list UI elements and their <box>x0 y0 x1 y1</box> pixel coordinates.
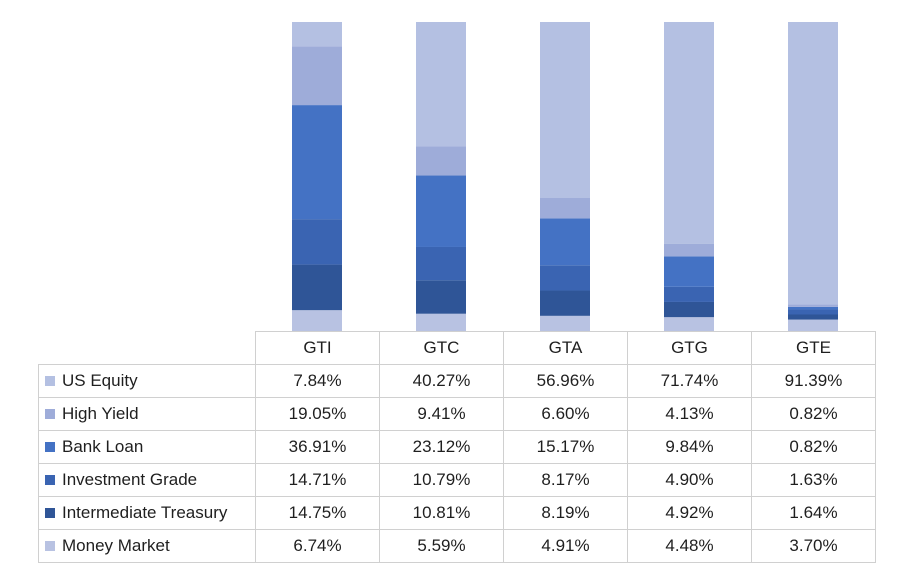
data-label-gti-intermediate-treasury: 14.75% <box>255 496 380 530</box>
data-label-gta-investment-grade: 8.17% <box>503 463 628 497</box>
series-name: Intermediate Treasury <box>62 503 228 522</box>
column-header-gtc: GTC <box>379 331 504 365</box>
bar-gta-investment-grade <box>540 265 590 291</box>
data-label-gta-us-equity: 56.96% <box>503 364 628 398</box>
row-label-high-yield: High Yield <box>38 397 256 431</box>
legend-swatch <box>45 442 55 452</box>
legend-swatch <box>45 541 55 551</box>
legend-swatch <box>45 508 55 518</box>
bar-gti-bank-loan <box>292 105 342 220</box>
bar-gta-bank-loan <box>540 218 590 266</box>
data-label-gta-bank-loan: 15.17% <box>503 430 628 464</box>
bar-gtg-bank-loan <box>664 256 714 287</box>
series-name: Bank Loan <box>62 437 144 456</box>
data-label-gta-money-market: 4.91% <box>503 529 628 563</box>
bar-gti-money-market <box>292 310 342 331</box>
row-label-bank-loan: Bank Loan <box>38 430 256 464</box>
data-label-gtc-bank-loan: 23.12% <box>379 430 504 464</box>
data-label-gtc-investment-grade: 10.79% <box>379 463 504 497</box>
bar-gtg-intermediate-treasury <box>664 301 714 318</box>
bar-gtc-investment-grade <box>416 246 466 281</box>
bar-gta-high-yield <box>540 198 590 219</box>
bar-gtg-high-yield <box>664 243 714 257</box>
bar-gti-high-yield <box>292 46 342 106</box>
data-label-gte-intermediate-treasury: 1.64% <box>751 496 876 530</box>
data-label-gtc-high-yield: 9.41% <box>379 397 504 431</box>
data-label-gtg-intermediate-treasury: 4.92% <box>627 496 752 530</box>
data-label-gtg-investment-grade: 4.90% <box>627 463 752 497</box>
stacked-bar-chart <box>292 22 838 331</box>
bar-gtc-intermediate-treasury <box>416 280 466 314</box>
bar-gte-money-market <box>788 319 838 331</box>
data-label-gta-high-yield: 6.60% <box>503 397 628 431</box>
row-label-intermediate-treasury: Intermediate Treasury <box>38 496 256 530</box>
table-row: Bank Loan 36.91% 23.12% 15.17% 9.84% 0.82% <box>38 430 876 464</box>
table-row: High Yield 19.05% 9.41% 6.60% 4.13% 0.82% <box>38 397 876 431</box>
bar-gtg-us-equity <box>664 22 714 244</box>
column-header-gtg: GTG <box>627 331 752 365</box>
column-header-gti: GTI <box>255 331 380 365</box>
legend-swatch <box>45 409 55 419</box>
bar-gte-high-yield <box>788 304 838 307</box>
table-row: Money Market 6.74% 5.59% 4.91% 4.48% 3.70% <box>38 529 876 563</box>
legend-swatch <box>45 475 55 485</box>
bar-gtc-bank-loan <box>416 175 466 247</box>
bar-gte-investment-grade <box>788 309 838 315</box>
bar-gtg-investment-grade <box>664 286 714 302</box>
bar-gtg-money-market <box>664 317 714 331</box>
table-row: Investment Grade 14.71% 10.79% 8.17% 4.90% 1.… <box>38 463 876 497</box>
legend-swatch <box>45 376 55 386</box>
data-label-gtg-money-market: 4.48% <box>627 529 752 563</box>
data-table: GTI GTC GTA GTG GTE US Equity 7.84% 40.27% 56.9… <box>38 331 876 563</box>
bar-gta-money-market <box>540 315 590 331</box>
data-label-gti-us-equity: 7.84% <box>255 364 380 398</box>
data-label-gte-bank-loan: 0.82% <box>751 430 876 464</box>
data-label-gtc-us-equity: 40.27% <box>379 364 504 398</box>
bar-gti-investment-grade <box>292 219 342 265</box>
data-label-gti-investment-grade: 14.71% <box>255 463 380 497</box>
data-label-gtc-money-market: 5.59% <box>379 529 504 563</box>
series-name: US Equity <box>62 371 138 390</box>
row-label-money-market: Money Market <box>38 529 256 563</box>
column-header-gta: GTA <box>503 331 628 365</box>
bar-gta-us-equity <box>540 22 590 199</box>
bar-gta-intermediate-treasury <box>540 290 590 316</box>
data-label-gte-investment-grade: 1.63% <box>751 463 876 497</box>
data-label-gtg-us-equity: 71.74% <box>627 364 752 398</box>
data-label-gti-money-market: 6.74% <box>255 529 380 563</box>
data-label-gta-intermediate-treasury: 8.19% <box>503 496 628 530</box>
column-header-gte: GTE <box>751 331 876 365</box>
data-label-gte-money-market: 3.70% <box>751 529 876 563</box>
bar-gtc-money-market <box>416 313 466 331</box>
data-label-gte-high-yield: 0.82% <box>751 397 876 431</box>
data-label-gti-high-yield: 19.05% <box>255 397 380 431</box>
bar-gte-bank-loan <box>788 306 838 310</box>
table-corner-cell <box>38 331 256 365</box>
table-header-row: GTI GTC GTA GTG GTE <box>38 331 876 365</box>
bar-gti-intermediate-treasury <box>292 264 342 311</box>
data-label-gti-bank-loan: 36.91% <box>255 430 380 464</box>
table-body: US Equity 7.84% 40.27% 56.96% 71.74% 91.39% Hi… <box>38 364 876 563</box>
bar-gti-us-equity <box>292 22 342 47</box>
row-label-us-equity: US Equity <box>38 364 256 398</box>
series-name: Investment Grade <box>62 470 198 489</box>
data-label-gtc-intermediate-treasury: 10.81% <box>379 496 504 530</box>
bar-gte-intermediate-treasury <box>788 314 838 320</box>
series-name: High Yield <box>62 404 139 423</box>
bar-gtc-us-equity <box>416 22 466 147</box>
row-label-investment-grade: Investment Grade <box>38 463 256 497</box>
data-label-gte-us-equity: 91.39% <box>751 364 876 398</box>
table-row: Intermediate Treasury 14.75% 10.81% 8.19% 4.… <box>38 496 876 530</box>
bar-gtc-high-yield <box>416 146 466 176</box>
table-row: US Equity 7.84% 40.27% 56.96% 71.74% 91.39% <box>38 364 876 398</box>
series-name: Money Market <box>62 536 170 555</box>
bar-gte-us-equity <box>788 22 838 305</box>
data-label-gtg-bank-loan: 9.84% <box>627 430 752 464</box>
data-label-gtg-high-yield: 4.13% <box>627 397 752 431</box>
